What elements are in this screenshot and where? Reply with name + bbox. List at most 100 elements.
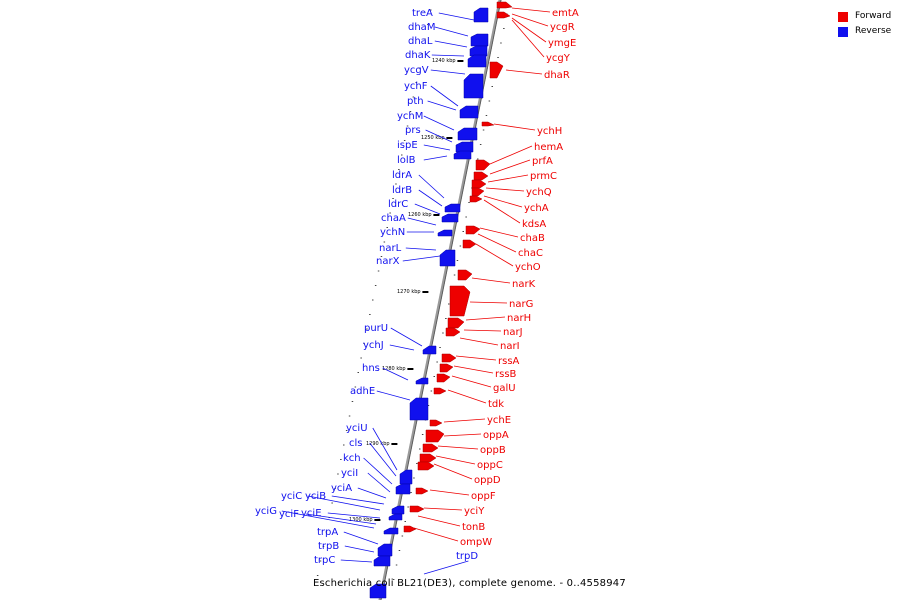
forward-gene-arrow (471, 179, 487, 189)
gene-label-ycgR: ycgR (550, 22, 575, 33)
gene-label-oppD: oppD (474, 475, 501, 486)
gene-label-dhaK: dhaK (405, 50, 431, 61)
forward-gene-arrow (489, 61, 504, 79)
gene-label-treA: treA (412, 8, 433, 19)
gene-label-leader (435, 455, 476, 465)
gene-label-trpC: trpC (314, 555, 335, 566)
gene-label-chaC: chaC (518, 248, 543, 259)
kbp-marker-label: 1290 kbp (366, 441, 390, 447)
gene-label-leader (511, 19, 545, 58)
forward-gene-arrow (447, 317, 465, 329)
gene-label-leader (431, 54, 465, 57)
gene-label-narK: narK (512, 279, 536, 290)
gene-label-hemA: hemA (534, 142, 563, 153)
gene-label-lolB: lolB (397, 155, 416, 166)
gene-label-rssA: rssA (498, 356, 520, 367)
gene-label-leader (430, 69, 466, 75)
reverse-gene-arrow (437, 229, 453, 237)
reverse-gene-arrow (409, 397, 429, 421)
gene-label-yciC: yciC (281, 491, 302, 502)
forward-gene-arrow (471, 187, 485, 197)
kbp-marker-tick (422, 291, 429, 293)
gene-label-ychA: ychA (524, 203, 549, 214)
reverse-gene-arrow (469, 45, 488, 57)
gene-label-leader (433, 463, 473, 480)
gene-label-ychJ: ychJ (363, 340, 384, 351)
reverse-gene-arrow (439, 249, 456, 267)
gene-label-leader (343, 531, 379, 545)
gene-label-leader (489, 145, 533, 165)
forward-gene-arrow (449, 285, 471, 317)
reverse-gene-arrow (422, 345, 437, 355)
reverse-gene-arrow (467, 54, 487, 68)
gene-label-hns: hns (362, 363, 380, 374)
gene-label-kdsA: kdsA (522, 219, 546, 230)
gene-label-leader (414, 203, 441, 215)
kbp-marker-tick (457, 60, 464, 62)
gene-label-oppF: oppF (471, 491, 496, 502)
gene-label-ldrA: ldrA (392, 170, 412, 181)
gene-label-pth: pth (407, 96, 424, 107)
kbp-marker-tick (374, 519, 381, 521)
gene-label-leader (327, 512, 381, 519)
forward-gene-arrow (403, 525, 417, 533)
gene-label-leader (493, 123, 536, 131)
gene-label-leader (451, 375, 492, 388)
kbp-marker-label: 1280 kbp (382, 366, 406, 372)
reverse-gene-arrow (383, 527, 399, 535)
gene-label-leader (471, 277, 511, 284)
gene-label-leader (423, 155, 448, 161)
reverse-gene-arrow (444, 203, 461, 213)
gene-label-yciB: yciB (305, 491, 326, 502)
kbp-marker-tick (407, 368, 414, 370)
gene-label-leader (434, 40, 468, 48)
reverse-gene-arrow (377, 543, 393, 557)
gene-label-kch: kch (343, 453, 361, 464)
gene-label-yciI: yciI (341, 468, 358, 479)
gene-label-ompW: ompW (460, 537, 492, 548)
gene-label-leader (418, 189, 443, 207)
gene-label-adhE: adhE (350, 386, 375, 397)
gene-label-ycgY: ycgY (546, 53, 571, 64)
gene-label-leader (463, 329, 502, 332)
reverse-gene-arrow (473, 7, 489, 23)
gene-label-dhaL: dhaL (408, 36, 433, 47)
gene-label-ychO: ychO (515, 262, 541, 273)
reverse-gene-arrow (415, 377, 429, 385)
gene-label-leader (418, 174, 445, 199)
gene-label-leader (443, 418, 486, 423)
gene-label-leader (423, 115, 455, 131)
forward-gene-arrow (481, 121, 495, 127)
gene-label-leader (453, 365, 494, 374)
gene-label-leader (407, 217, 437, 226)
gene-label-ychN: ychN (380, 227, 405, 238)
gene-label-tdk: tdk (488, 399, 504, 410)
gene-label-leader (459, 337, 499, 346)
gene-label-oppB: oppB (480, 445, 506, 456)
gene-label-yciF: yciF (279, 509, 299, 520)
gene-label-leader (443, 433, 482, 437)
forward-gene-arrow (496, 11, 511, 19)
gene-label-leader (483, 195, 523, 208)
forward-gene-arrow (436, 373, 451, 383)
gene-label-leader (465, 316, 506, 321)
gene-label-narH: narH (507, 313, 531, 324)
gene-label-yciY: yciY (464, 506, 485, 517)
forward-gene-arrow (462, 239, 477, 249)
reverse-gene-arrow (459, 105, 479, 119)
gene-label-leader (402, 255, 441, 262)
gene-label-leader (511, 17, 547, 43)
genome-caption: Escherichia coli BL21(DE3), complete gen… (313, 578, 626, 589)
gene-label-ycgV: ycgV (404, 65, 429, 76)
forward-gene-arrow (422, 443, 439, 453)
kbp-marker-label: 1240 kbp (432, 58, 456, 64)
forward-gene-arrow (473, 171, 489, 181)
gene-label-ychQ: ychQ (526, 187, 552, 198)
forward-gene-arrow (425, 429, 445, 443)
gene-label-trpD: trpD (456, 551, 478, 562)
gene-label-leader (382, 367, 409, 381)
gene-label-leader (372, 427, 398, 471)
kbp-marker-label: 1270 kbp (397, 289, 421, 295)
gene-label-leader (475, 243, 514, 267)
